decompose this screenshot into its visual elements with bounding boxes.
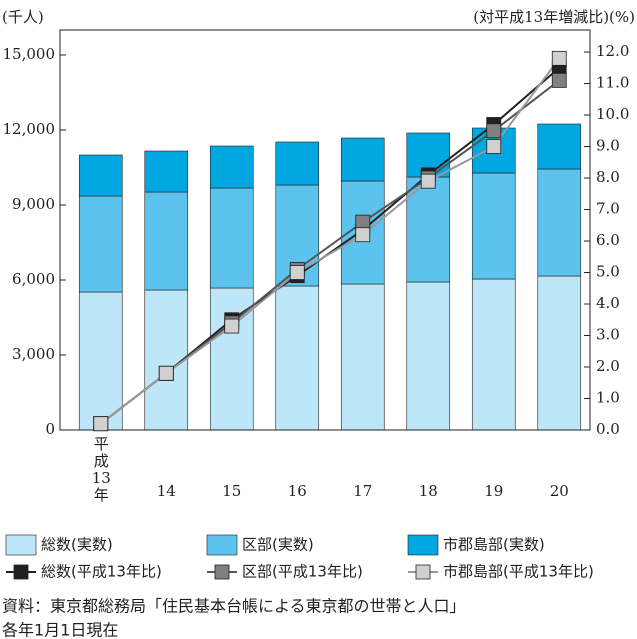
bar-segment [209, 187, 254, 289]
y2-tick-label: 5.0 [596, 263, 620, 281]
legend-label: 総数(平成13年比) [41, 563, 162, 581]
marker [158, 365, 174, 381]
y2-tick-label: 3.0 [596, 326, 620, 344]
bar-segment [537, 123, 582, 170]
y2-tick-label: 2.0 [596, 357, 620, 375]
line [100, 57, 561, 425]
bar-segment [78, 195, 123, 293]
marker [289, 265, 305, 280]
plot-frame [59, 29, 591, 431]
y2-tick-label: 7.0 [596, 200, 620, 218]
bar-segment [537, 168, 582, 277]
marker [551, 50, 567, 66]
legend-marker [13, 564, 29, 580]
bar-segment [209, 145, 254, 189]
x-tick-label: 19 [484, 482, 503, 500]
marker [224, 318, 240, 334]
marker [355, 214, 371, 230]
bar-segment [78, 291, 123, 431]
y-tick-label: 6,000 [12, 270, 55, 288]
marker [93, 416, 109, 432]
y-tick-label: 9,000 [12, 195, 55, 213]
y2-tick-label: 8.0 [596, 168, 620, 186]
y2-tick-label: 0.0 [596, 420, 620, 438]
bar-segment [471, 172, 516, 280]
bar-segment [78, 154, 123, 197]
bar-segment [406, 281, 451, 431]
legend-label: 区部(実数) [242, 536, 314, 554]
legend-swatch [5, 534, 37, 556]
marker [551, 72, 567, 88]
note: 資料：東京都総務局「住民基本台帳による東京都の世帯と人口」 [2, 597, 466, 616]
x-tick-label: 16 [288, 482, 307, 500]
y2-tick-label: 6.0 [596, 231, 620, 249]
legend-swatch [206, 534, 238, 556]
bar-segment [471, 278, 516, 431]
y-tick-label: 12,000 [3, 120, 56, 138]
bar-segment [144, 150, 189, 193]
x-tick-label: 18 [419, 482, 438, 500]
x-tick-label: 平成13年 [91, 435, 111, 504]
y2-tick-label: 10.0 [596, 105, 629, 123]
note: 各年1月1日現在 [2, 621, 118, 639]
y-tick-label: 3,000 [12, 345, 55, 363]
y-tick-label: 15,000 [3, 45, 56, 63]
y2-tick-label: 4.0 [596, 294, 620, 312]
bar-segment [340, 283, 385, 431]
marker [486, 123, 502, 139]
y-axis-label: (千人) [2, 8, 44, 26]
bar-segment [537, 275, 582, 431]
y-tick-label: 0 [45, 420, 55, 438]
bar-segment [406, 176, 451, 283]
bar-segment [144, 191, 189, 291]
legend-label: 市郡島部(平成13年比) [443, 563, 594, 581]
x-tick-label: 15 [222, 482, 241, 500]
y2-tick-label: 1.0 [596, 389, 620, 407]
legend-label: 市郡島部(実数) [443, 536, 545, 554]
legend-marker [415, 564, 431, 580]
x-tick-label: 14 [157, 482, 176, 500]
marker [486, 139, 502, 154]
marker [355, 227, 371, 243]
legend-swatch [407, 534, 439, 556]
y2-axis-label: (対平成13年増減比)(%) [473, 8, 635, 26]
y2-tick-label: 12.0 [596, 42, 629, 60]
legend-label: 総数(実数) [41, 536, 113, 554]
y2-tick-label: 9.0 [596, 137, 620, 155]
x-tick-label: 20 [550, 482, 569, 500]
x-tick-label: 17 [353, 482, 372, 500]
legend-marker [214, 564, 230, 580]
marker [420, 173, 436, 189]
bar-segment [275, 285, 320, 431]
bar-segment [340, 137, 385, 182]
bar-segment [275, 141, 320, 186]
legend-label: 区部(平成13年比) [242, 563, 363, 581]
y2-tick-label: 11.0 [596, 74, 629, 92]
